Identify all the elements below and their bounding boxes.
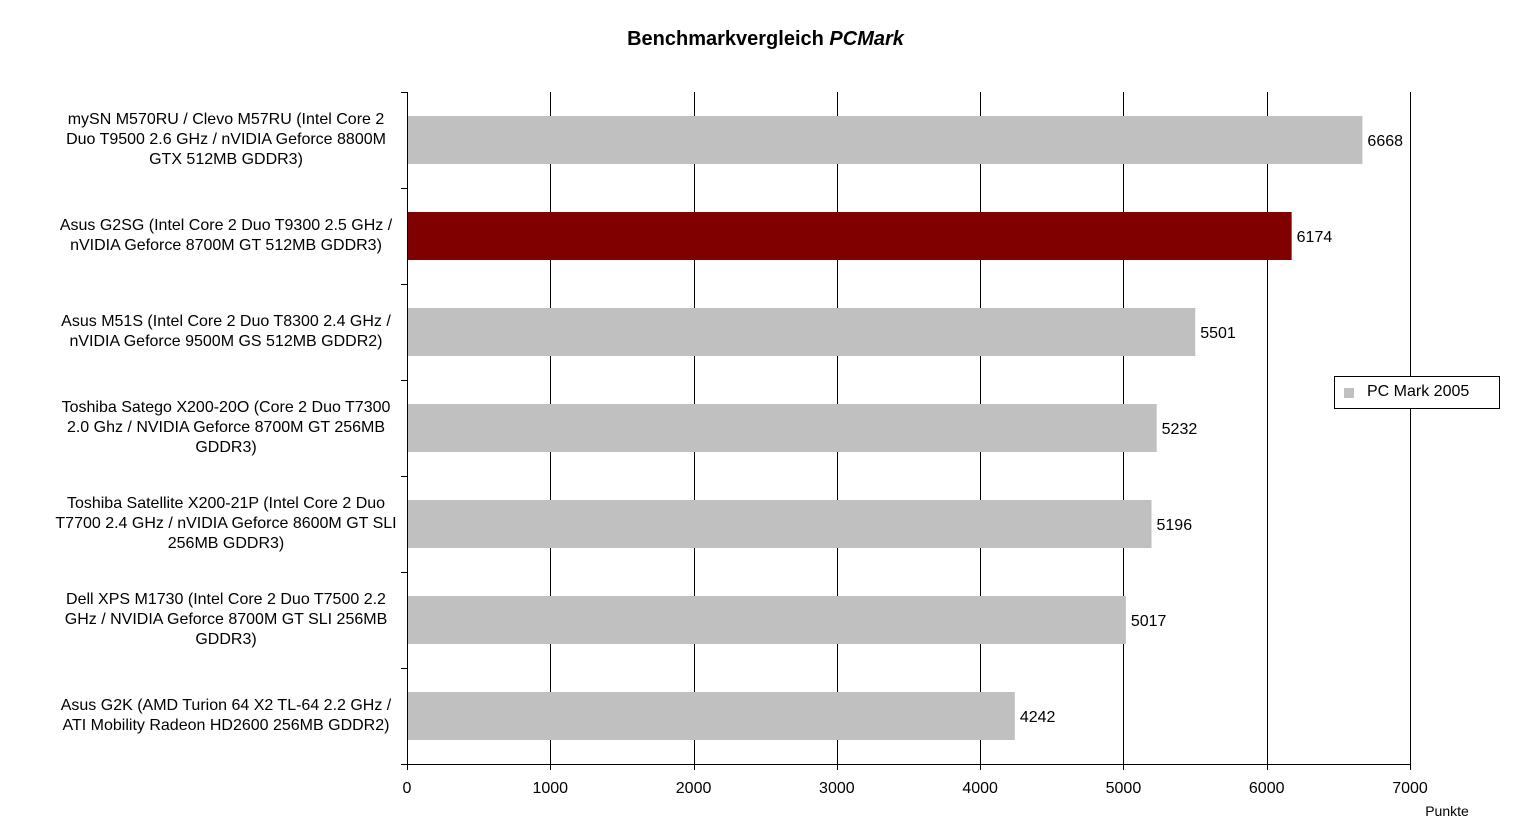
x-tick-label: 6000 [1249, 780, 1285, 797]
bar-value-label: 6174 [1297, 229, 1333, 246]
bar-value-label: 4242 [1020, 709, 1056, 726]
category-label-line: Duo T9500 2.6 GHz / nVIDIA Geforce 8800M [66, 131, 386, 148]
bar-value-label: 5196 [1157, 517, 1193, 534]
bar [407, 308, 1196, 356]
legend-label: PC Mark 2005 [1367, 383, 1470, 400]
x-tick-label: 2000 [676, 780, 712, 797]
bar [407, 596, 1126, 644]
category-label: Asus G2K (AMD Turion 64 X2 TL-64 2.2 GHz… [50, 696, 402, 736]
category-label: Dell XPS M1730 (Intel Core 2 Duo T7500 2… [50, 590, 402, 650]
legend-swatch [1344, 388, 1354, 398]
category-label-line: 2.0 Ghz / NVIDIA Geforce 8700M GT 256MB [66, 419, 386, 436]
bar [407, 692, 1015, 740]
category-label-line: GDDR3) [195, 439, 257, 456]
bar [407, 404, 1157, 452]
category-label-line: T7700 2.4 GHz / nVIDIA Geforce 8600M GT … [55, 515, 397, 532]
chart-title: Benchmarkvergleich PCMark [0, 28, 1531, 51]
category-label-line: 256MB GDDR3) [167, 535, 285, 552]
category-label-line: Toshiba Satellite X200-21P (Intel Core 2… [66, 495, 386, 512]
bar [407, 500, 1152, 548]
x-axis-label: Punkte [1425, 803, 1469, 819]
bar-value-label: 5501 [1200, 325, 1236, 342]
category-label: Toshiba Satego X200-20O (Core 2 Duo T730… [50, 398, 402, 458]
category-label-line: mySN M570RU / Clevo M57RU (Intel Core 2 [67, 111, 385, 128]
category-label: mySN M570RU / Clevo M57RU (Intel Core 2 D… [50, 110, 402, 170]
x-tick-label: 3000 [819, 780, 855, 797]
chart-title-emphasis: PCMark [829, 28, 904, 50]
bar [407, 212, 1292, 260]
category-label-line: nVIDIA Geforce 9500M GS 512MB GDDR2) [69, 333, 383, 350]
bar-value-label: 5232 [1162, 421, 1198, 438]
x-tick-label: 4000 [962, 780, 998, 797]
category-label-line: GTX 512MB GDDR3) [149, 151, 303, 168]
category-label-line: Asus M51S (Intel Core 2 Duo T8300 2.4 GH… [61, 313, 391, 330]
category-label: Asus G2SG (Intel Core 2 Duo T9300 2.5 GH… [50, 216, 402, 256]
category-label: Toshiba Satellite X200-21P (Intel Core 2… [50, 494, 402, 554]
x-tick-label: 1000 [532, 780, 568, 797]
x-tick-label: 5000 [1106, 780, 1142, 797]
category-label-line: Asus G2K (AMD Turion 64 X2 TL-64 2.2 GHz… [60, 697, 392, 714]
bar-value-label: 5017 [1131, 613, 1167, 630]
x-tick-label: 7000 [1392, 780, 1428, 797]
chart-title-main: Benchmarkvergleich [627, 28, 824, 50]
bar-value-label: 6668 [1367, 133, 1403, 150]
category-label-line: Toshiba Satego X200-20O (Core 2 Duo T730… [61, 399, 391, 416]
category-label-line: ATI Mobility Radeon HD2600 256MB GDDR2) [62, 717, 390, 734]
category-label-line: GHz / NVIDIA Geforce 8700M GT SLI 256MB [64, 611, 388, 628]
category-label-line: Dell XPS M1730 (Intel Core 2 Duo T7500 2… [66, 591, 386, 608]
category-label-line: nVIDIA Geforce 8700M GT 512MB GDDR3) [70, 237, 382, 254]
category-label-line: GDDR3) [195, 631, 257, 648]
legend: PC Mark 2005 [1334, 376, 1500, 409]
category-label-line: Asus G2SG (Intel Core 2 Duo T9300 2.5 GH… [59, 217, 393, 234]
x-tick-label: 0 [403, 780, 412, 797]
bar [407, 116, 1363, 164]
category-label: Asus M51S (Intel Core 2 Duo T8300 2.4 GH… [50, 312, 402, 352]
